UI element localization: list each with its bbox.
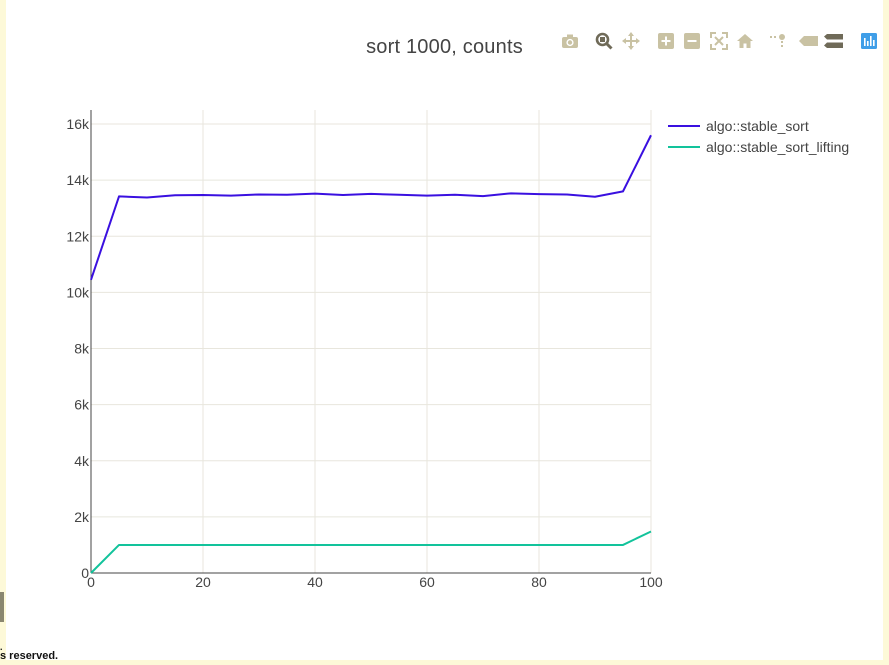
tick-labels: 0 20 40 60 80 100 0 2k 4k 6k 8k 10k 12k 14k 16k: [66, 116, 662, 590]
zoom-out-icon[interactable]: [682, 30, 702, 52]
footer-fragment-text: s reserved.: [0, 650, 59, 662]
x-tick-label: 100: [639, 574, 663, 590]
plotly-logo-icon[interactable]: [859, 30, 879, 52]
y-tick-label: 4k: [74, 453, 90, 469]
zoom-icon[interactable]: [594, 30, 614, 52]
hover-closest-icon[interactable]: [799, 30, 819, 52]
y-tick-label: 6k: [74, 397, 90, 413]
camera-icon[interactable]: [560, 30, 580, 52]
y-tick-label: 2k: [74, 509, 90, 525]
legend-label[interactable]: algo::stable_sort_lifting: [706, 139, 849, 155]
grid-lines: [91, 110, 652, 573]
y-tick-label: 16k: [66, 116, 90, 132]
series-line-1: [90, 134, 652, 281]
x-tick-label: 20: [195, 574, 211, 590]
hover-compare-icon[interactable]: [824, 30, 844, 52]
chart-title-text: sort 1000, counts: [366, 36, 523, 58]
y-tick-label: 10k: [66, 284, 90, 300]
x-tick-label: 60: [419, 574, 435, 590]
x-tick-label: 0: [87, 574, 95, 590]
footer-fragment-top: .: [0, 642, 3, 652]
zoom-in-icon[interactable]: [656, 30, 676, 52]
spike-lines-icon[interactable]: [768, 30, 788, 52]
y-tick-label: 14k: [66, 172, 90, 188]
footer-fragment: . s reserved.: [0, 642, 59, 662]
x-tick-label: 40: [307, 574, 323, 590]
y-tick-label: 12k: [66, 228, 90, 244]
home-icon[interactable]: [735, 30, 755, 52]
y-tick-label: 0: [81, 565, 89, 581]
legend: algo::stable_sortalgo::stable_sort_lifti…: [668, 118, 849, 155]
autoscale-icon[interactable]: [709, 30, 729, 52]
chart-panel: [6, 0, 883, 660]
chart-title: sort 1000, counts: [0, 36, 889, 59]
x-tick-label: 80: [531, 574, 547, 590]
side-tab-handle[interactable]: [0, 592, 4, 622]
series-line-2: [90, 530, 652, 574]
axes: [90, 110, 651, 574]
y-tick-label: 8k: [74, 341, 90, 357]
series-lines: [90, 134, 652, 574]
legend-label[interactable]: algo::stable_sort: [706, 118, 809, 134]
pan-icon[interactable]: [621, 30, 641, 52]
